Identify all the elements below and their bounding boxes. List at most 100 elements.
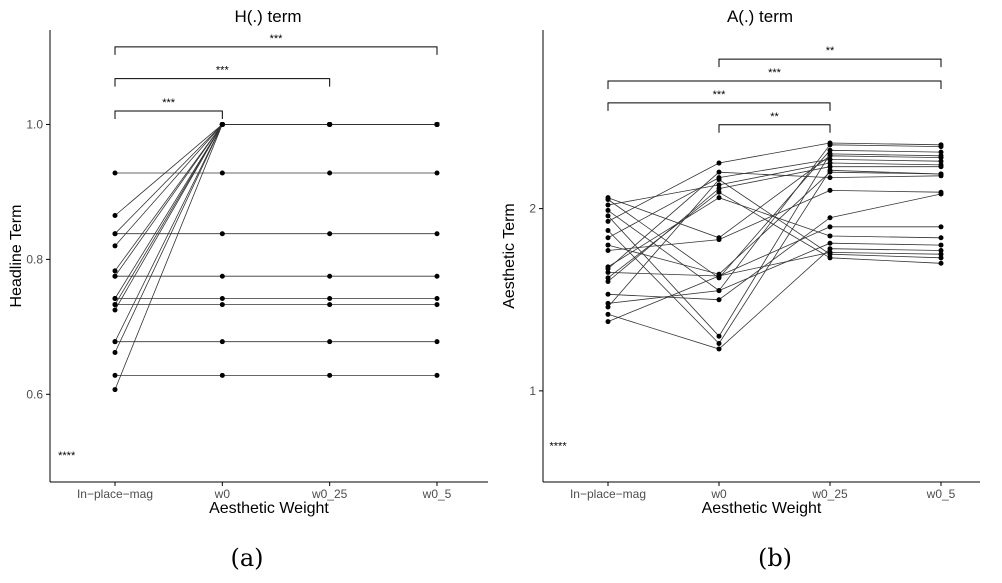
significance-bracket xyxy=(607,102,831,111)
data-point xyxy=(434,296,440,302)
data-point xyxy=(827,251,833,257)
data-point xyxy=(434,170,440,176)
data-point xyxy=(605,213,611,219)
data-point xyxy=(112,296,118,302)
significance-label: ** xyxy=(770,111,779,123)
data-point xyxy=(827,169,833,175)
data-point xyxy=(827,233,833,239)
series-line xyxy=(607,144,942,292)
panel-caption: (b) xyxy=(758,544,792,572)
overall-test-label: **** xyxy=(549,441,567,453)
y-tick-label: 1 xyxy=(529,384,536,398)
significance-bracket xyxy=(718,58,942,68)
x-tick-label: In−place−mag xyxy=(77,487,153,501)
data-point xyxy=(112,349,118,355)
data-point xyxy=(219,121,225,127)
data-point xyxy=(716,273,722,279)
data-point xyxy=(219,339,225,345)
data-point xyxy=(605,227,611,233)
data-point xyxy=(434,339,440,345)
x-tick-label: w0_25 xyxy=(311,487,348,501)
data-point xyxy=(112,302,118,308)
data-point xyxy=(112,170,118,176)
data-point xyxy=(434,273,440,279)
data-point xyxy=(605,207,611,213)
series-line xyxy=(607,226,941,322)
data-point xyxy=(327,302,333,308)
series-line xyxy=(607,242,942,304)
data-point xyxy=(219,170,225,176)
panel-a: H(.) term 0.6 0.8 1.0 In−place−mag w0 w0_25 w0_… xyxy=(8,7,488,572)
data-point xyxy=(938,235,944,241)
data-point xyxy=(827,187,833,193)
data-point xyxy=(327,339,333,345)
y-tick-label: 0.8 xyxy=(26,252,43,266)
data-point xyxy=(434,372,440,378)
x-tick-label: w0 xyxy=(214,487,231,501)
series-line xyxy=(607,251,942,277)
series-line xyxy=(114,124,437,216)
x-tick-label: In−place−mag xyxy=(570,487,646,501)
data-point xyxy=(112,339,118,345)
data-point xyxy=(827,246,833,252)
y-tick-label: 1.0 xyxy=(26,117,43,131)
data-point xyxy=(605,300,611,306)
data-point xyxy=(938,191,944,197)
data-point xyxy=(605,248,611,254)
data-point xyxy=(112,213,118,219)
y-axis-label: Aesthetic Term xyxy=(501,203,518,309)
series-line xyxy=(114,124,437,247)
data-point xyxy=(112,273,118,279)
significance-label: *** xyxy=(768,67,782,79)
data-point xyxy=(112,307,118,313)
series-line xyxy=(607,158,942,239)
data-point xyxy=(112,243,118,249)
series-line xyxy=(114,124,437,234)
data-point xyxy=(434,302,440,308)
significance-label: *** xyxy=(216,65,230,77)
data-point xyxy=(827,156,833,162)
data-point xyxy=(827,164,833,170)
series-line xyxy=(607,149,942,279)
data-point xyxy=(434,121,440,127)
series-line xyxy=(114,124,437,311)
significance-bracket xyxy=(114,110,223,119)
data-point xyxy=(605,269,611,275)
x-axis-label: Aesthetic Weight xyxy=(209,500,329,517)
series-line xyxy=(607,155,942,239)
data-point xyxy=(605,235,611,241)
series-line xyxy=(607,162,942,206)
series-line xyxy=(114,124,437,353)
panel-b: A(.) term 1 2 In−place−mag w0 w0_25 w0_5 Aesthe… xyxy=(501,7,980,572)
data-point xyxy=(219,296,225,302)
data-point xyxy=(938,142,944,148)
series-line xyxy=(114,124,437,342)
data-point xyxy=(827,255,833,261)
data-point xyxy=(716,237,722,243)
series-line xyxy=(607,153,942,337)
data-point xyxy=(605,279,611,285)
x-tick-label: w0_25 xyxy=(811,487,848,501)
data-point xyxy=(938,260,944,266)
x-tick-label: w0_5 xyxy=(926,487,956,501)
y-tick-label: 0.6 xyxy=(26,387,43,401)
series-line xyxy=(607,248,942,350)
x-tick-label: w0 xyxy=(710,487,727,501)
significance-bracket xyxy=(607,80,942,90)
data-point xyxy=(938,255,944,261)
overall-test-label: **** xyxy=(58,450,76,462)
data-point xyxy=(716,346,722,352)
data-point xyxy=(716,160,722,166)
data-point xyxy=(605,311,611,317)
data-point xyxy=(605,197,611,202)
series-line xyxy=(607,171,942,275)
chart-title: H(.) term xyxy=(234,7,301,26)
data-point xyxy=(716,186,722,192)
data-point xyxy=(938,248,944,254)
data-point xyxy=(716,169,722,175)
data-point xyxy=(605,291,611,297)
significance-label: *** xyxy=(270,33,284,45)
data-point xyxy=(219,273,225,279)
series-line xyxy=(607,178,942,308)
data-point xyxy=(716,189,722,195)
